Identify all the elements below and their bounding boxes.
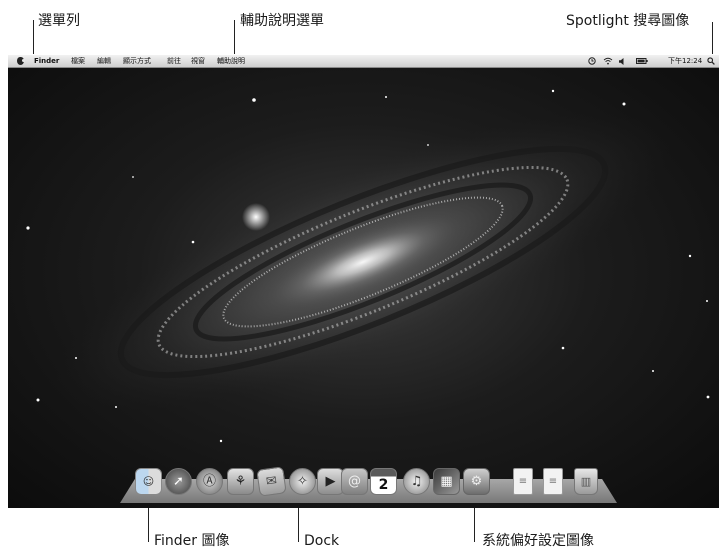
finder-icon-callout: Finder 圖像	[154, 533, 230, 549]
wifi-icon[interactable]	[603, 57, 613, 65]
finder-icon-leader	[148, 500, 149, 542]
system-prefs-leader	[474, 500, 475, 542]
desktop-screen: Finder 檔案 編輯 顯示方式 前往 視窗 輔助說明 下午12:24	[8, 55, 719, 508]
system-preferences-icon[interactable]: ⚙	[463, 468, 490, 495]
dock-callout: Dock	[304, 533, 340, 549]
menu-help[interactable]: 輔助說明	[217, 57, 245, 65]
menu-edit[interactable]: 編輯	[97, 57, 111, 65]
spotlight-callout: Spotlight 搜尋圖像	[566, 13, 690, 29]
apple-icon[interactable]	[17, 57, 25, 65]
mail-icon[interactable]: ✉	[256, 466, 287, 497]
calendar-day: 2	[378, 477, 389, 493]
help-menu-callout: 輔助說明選單	[240, 13, 324, 29]
preview-icon[interactable]: ⚘	[227, 468, 254, 495]
menubar-callout: 選單列	[38, 13, 80, 29]
menu-file[interactable]: 檔案	[71, 57, 85, 65]
volume-icon[interactable]	[619, 58, 625, 65]
spotlight-leader	[712, 22, 713, 54]
photo-booth-icon[interactable]: ▦	[433, 468, 460, 495]
time-machine-icon[interactable]	[588, 57, 596, 65]
launchpad-icon[interactable]: ➚	[165, 468, 192, 495]
menubar-clock[interactable]: 下午12:24	[668, 57, 703, 65]
trash-icon[interactable]: ▥	[574, 468, 598, 495]
address-book-icon[interactable]: @	[341, 468, 368, 495]
battery-icon[interactable]	[636, 58, 648, 64]
calendar-icon[interactable]: 2	[370, 468, 397, 495]
dock-leader	[298, 508, 299, 542]
itunes-icon[interactable]: ♫	[403, 468, 430, 495]
finder-icon[interactable]: ☺	[135, 468, 162, 495]
menubar: Finder 檔案 編輯 顯示方式 前往 視窗 輔助說明 下午12:24	[8, 55, 719, 68]
system-prefs-callout: 系統偏好設定圖像	[482, 533, 594, 549]
document-icon[interactable]: ≡	[543, 468, 563, 495]
document-icon[interactable]: ≡	[513, 468, 533, 495]
menu-go[interactable]: 前往	[167, 57, 181, 65]
menu-finder[interactable]: Finder	[34, 57, 60, 65]
menu-window[interactable]: 視窗	[191, 57, 205, 65]
facetime-icon[interactable]: ▶	[317, 468, 344, 495]
safari-icon[interactable]: ✧	[289, 468, 316, 495]
app-store-icon[interactable]: Ⓐ	[196, 468, 223, 495]
galaxy-wallpaper	[26, 89, 710, 443]
menubar-leader	[33, 20, 34, 54]
menu-view[interactable]: 顯示方式	[123, 57, 151, 65]
help-menu-leader	[234, 20, 235, 54]
magnifier-icon[interactable]	[707, 57, 715, 65]
